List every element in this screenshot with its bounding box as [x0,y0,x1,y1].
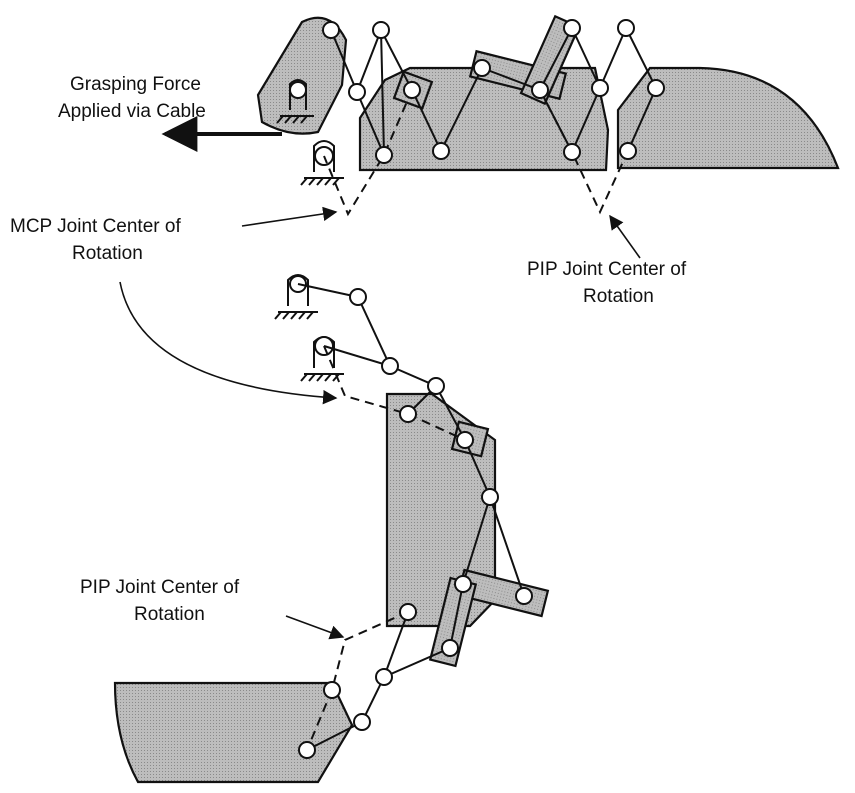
distal-phalanx-bottom [113,681,354,784]
ground-pivot-top-1 [276,79,314,124]
cam-plate [256,16,348,135]
pip-bottom-pointer-arrow [285,615,345,640]
annotation-arrows [119,116,641,640]
pip-bottom-label-line2: Rotation [134,604,205,625]
pip-bottom-label-line1: PIP Joint Center of [80,577,240,598]
ground-pivot-top-2 [300,140,344,186]
ground-pivot-bottom-1 [274,274,318,320]
ground-pivot-bottom-2 [300,336,344,382]
grasping-force-label-line1: Grasping Force [70,74,201,95]
pin-joints-bottom [298,288,533,759]
pip-top-label-line2: Rotation [583,286,654,307]
mcp-label-line1: MCP Joint Center of [10,216,181,237]
mcp-pointer-arrow [241,206,338,227]
pip-top-label-line1: PIP Joint Center of [527,259,687,280]
mcp-label-line2: Rotation [72,243,143,264]
distal-phalanx-top [616,66,840,170]
mcp-curved-arrow [119,281,338,405]
pin-joints-top [322,19,665,164]
cable-paths-top [323,89,629,217]
pip-top-pointer-arrow [609,214,641,259]
top-extended-configuration [256,14,840,217]
grasping-force-label-line2: Applied via Cable [58,101,206,122]
cable-paths-bottom [306,345,466,751]
labels: Grasping Force Applied via Cable MCP Joi… [10,74,687,625]
bottom-flexed-configuration [113,274,550,784]
